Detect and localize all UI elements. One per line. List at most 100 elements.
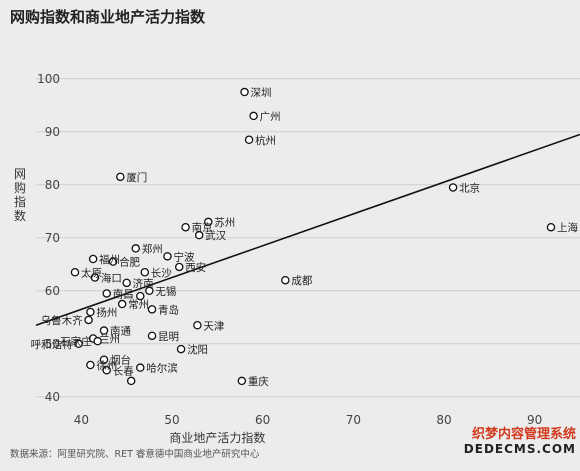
data-point: [99, 326, 109, 335]
data-point: [147, 331, 157, 341]
x-tick-label: 90: [527, 413, 542, 427]
point-label: 深圳: [251, 87, 272, 99]
point-label: 重庆: [248, 375, 269, 388]
y-axis-label: 网购指数: [14, 167, 26, 223]
y-tick-label: 90: [45, 125, 60, 139]
y-axis-label-char: 数: [14, 208, 26, 223]
data-point: [74, 339, 83, 349]
point-label: 常州: [128, 298, 149, 311]
data-point: [93, 336, 102, 346]
x-tick-label: 50: [164, 413, 179, 427]
y-axis-label-char: 购: [14, 180, 26, 195]
data-point: [70, 267, 80, 277]
y-tick-label: 50: [45, 337, 60, 351]
data-point: [546, 222, 556, 232]
y-axis-ticks: 40 50 60 70 80 90 100: [37, 72, 60, 404]
data-point: [86, 307, 95, 317]
point-label: 西安: [185, 261, 206, 274]
point-label: 海口: [101, 272, 122, 285]
x-axis-label: 商业地产活力指数: [169, 430, 265, 445]
data-point: [116, 172, 125, 182]
point-label: 宁波: [173, 250, 194, 263]
data-point: [86, 360, 95, 370]
data-point: [136, 291, 145, 301]
y-tick-label: 70: [45, 231, 60, 245]
data-point: [193, 320, 202, 330]
data-points: [70, 87, 556, 386]
point-label: 沈阳: [187, 343, 208, 356]
data-point: [102, 366, 111, 375]
point-label: 烟台: [110, 354, 131, 367]
gridlines: [36, 78, 580, 398]
point-label: 太原: [81, 266, 102, 279]
data-point: [122, 278, 131, 288]
point-label: 南京: [192, 221, 213, 234]
point-label: 乌鲁木齐: [41, 314, 83, 327]
data-point: [176, 344, 186, 354]
data-point: [204, 217, 213, 227]
data-point: [237, 376, 247, 386]
data-point: [448, 183, 458, 192]
point-label: 哈尔滨: [146, 362, 178, 375]
trendline: [35, 133, 580, 327]
point-label: 无锡: [155, 285, 176, 298]
data-point: [181, 222, 190, 232]
point-label: 郑州: [142, 242, 163, 255]
y-tick-label: 60: [45, 284, 60, 298]
point-label: 呼和浩特: [31, 339, 73, 351]
x-axis-ticks: 40 50 60 70 80 90: [74, 413, 543, 427]
data-point: [281, 275, 290, 285]
y-tick-label: 80: [45, 178, 60, 192]
x-tick-label: 40: [74, 413, 89, 427]
point-label: 苏州: [214, 216, 235, 229]
trendline-path: [35, 133, 580, 327]
point-label: 南通: [110, 325, 131, 338]
point-label: 天津: [203, 320, 224, 332]
data-point: [163, 252, 172, 261]
point-label: 徐州: [96, 359, 117, 372]
point-label: 厦门: [126, 171, 147, 184]
data-point: [145, 286, 154, 296]
data-point: [90, 273, 100, 282]
point-label: 扬州: [96, 306, 117, 319]
data-point: [244, 135, 254, 144]
point-label: 青岛: [158, 303, 179, 316]
point-label: 北京: [459, 181, 480, 194]
data-point: [108, 257, 118, 266]
point-label: 兰州: [99, 333, 120, 346]
point-label: 杭州: [255, 134, 276, 147]
x-tick-label: 60: [255, 413, 270, 427]
y-axis-label-char: 指: [14, 194, 26, 209]
data-point: [240, 87, 249, 97]
point-label: 武汉: [205, 229, 226, 242]
watermark-line-2: DEDECMS.COM: [463, 441, 576, 456]
point-label: 昆明: [158, 331, 179, 343]
data-point: [136, 363, 145, 372]
point-label: 福州: [99, 253, 120, 266]
y-axis-label-char: 网: [14, 167, 26, 181]
y-tick-label: 40: [45, 390, 60, 404]
data-point: [88, 254, 98, 264]
data-point: [102, 289, 111, 298]
point-label: 石家庄: [60, 335, 92, 348]
data-point: [147, 305, 157, 314]
source-note: 数据来源：阿里研究院、RET 睿意德中国商业地产研究中心: [10, 449, 260, 460]
point-label: 长春: [113, 365, 134, 377]
point-label: 上海: [557, 221, 578, 234]
point-label: 南昌: [113, 287, 134, 300]
point-label: 合肥: [119, 256, 140, 269]
data-point: [140, 267, 150, 277]
watermark-line-1: 织梦内容管理系统: [471, 427, 576, 442]
data-point: [99, 355, 109, 364]
data-point: [194, 230, 204, 240]
point-label: 长沙: [151, 267, 172, 279]
point-label: 成都: [291, 275, 312, 287]
x-tick-label: 80: [436, 413, 451, 427]
x-tick-label: 70: [346, 413, 361, 427]
watermark-logo: 织梦内容管理系统 DEDECMS.COM: [452, 427, 576, 457]
chart-title: 网购指数和商业地产活力指数: [10, 8, 206, 26]
data-point: [84, 315, 93, 325]
data-point: [131, 244, 140, 253]
